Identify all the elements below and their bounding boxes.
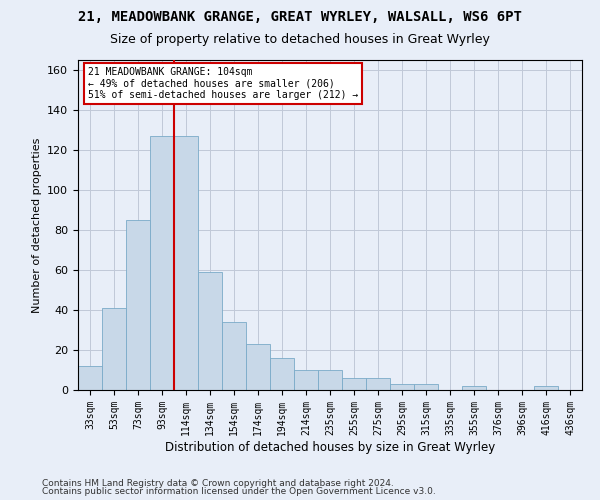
Text: 21, MEADOWBANK GRANGE, GREAT WYRLEY, WALSALL, WS6 6PT: 21, MEADOWBANK GRANGE, GREAT WYRLEY, WAL…	[78, 10, 522, 24]
Text: Contains public sector information licensed under the Open Government Licence v3: Contains public sector information licen…	[42, 487, 436, 496]
Bar	[318, 370, 342, 390]
Bar	[414, 384, 438, 390]
Bar	[342, 378, 366, 390]
Bar	[102, 308, 126, 390]
Bar	[198, 272, 222, 390]
Bar	[366, 378, 390, 390]
Text: Size of property relative to detached houses in Great Wyrley: Size of property relative to detached ho…	[110, 32, 490, 46]
Bar	[78, 366, 102, 390]
Bar	[534, 386, 558, 390]
Text: Contains HM Land Registry data © Crown copyright and database right 2024.: Contains HM Land Registry data © Crown c…	[42, 478, 394, 488]
X-axis label: Distribution of detached houses by size in Great Wyrley: Distribution of detached houses by size …	[165, 440, 495, 454]
Bar	[390, 384, 414, 390]
Bar	[174, 136, 198, 390]
Bar	[294, 370, 318, 390]
Bar	[246, 344, 270, 390]
Bar	[150, 136, 174, 390]
Text: 21 MEADOWBANK GRANGE: 104sqm
← 49% of detached houses are smaller (206)
51% of s: 21 MEADOWBANK GRANGE: 104sqm ← 49% of de…	[88, 66, 358, 100]
Bar	[270, 358, 294, 390]
Bar	[222, 322, 246, 390]
Y-axis label: Number of detached properties: Number of detached properties	[32, 138, 41, 312]
Bar	[126, 220, 150, 390]
Bar	[462, 386, 486, 390]
